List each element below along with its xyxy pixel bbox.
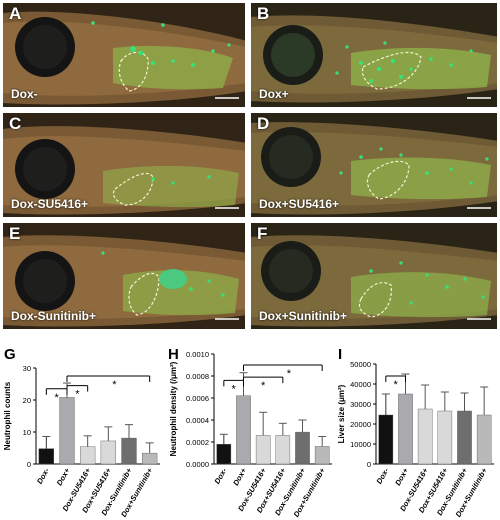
zebrafish-larva-image [3,3,245,107]
y-tick-label: 0.0002 [186,438,209,447]
zebrafish-larva-image [251,113,497,217]
x-tick-label: Dox+ [231,466,248,487]
bar [216,443,232,465]
y-axis-label: Liver size (μm²) [337,384,346,443]
chart-panel-label-i: I [338,346,343,363]
y-tick-label: 0.0008 [186,372,209,381]
bar [80,446,96,465]
significance-star: * [261,380,266,392]
significance-star: * [75,389,80,401]
bar [121,437,137,465]
liver-size-chart: Liver size (μm²) 0 10000 20000 30000 40000 500… [337,360,494,519]
x-tick-label: Dox+ [55,466,72,487]
bar [59,397,75,465]
micrograph-panel-c: C Dox-SU5416+ [2,112,246,218]
bar [236,395,251,465]
y-tick-label: 30000 [350,400,371,409]
significance-star: * [55,392,60,404]
zebrafish-larva-image [3,223,245,329]
zebrafish-larva-image [251,223,497,329]
y-tick-label: 0 [367,460,371,469]
bar [38,448,54,465]
zebrafish-larva-image [251,3,497,107]
condition-label: Dox+ [259,87,289,101]
chart-panel-label-h: H [168,346,179,363]
y-tick-label: 20 [23,396,31,405]
x-tick-label: Dox+ [393,466,410,487]
y-tick-label: 50000 [350,360,371,369]
panel-label: C [9,114,22,133]
micrograph-panel-a: A Dox- [2,2,246,108]
condition-label: Dox- [11,87,38,101]
y-tick-label: 10 [23,428,31,437]
x-tick-label: Dox- [35,466,51,485]
x-tick-label: Dox- [374,466,390,485]
panel-label: F [257,224,268,243]
condition-label: Dox+Sunitinib+ [259,309,348,323]
significance-star: * [112,379,117,391]
significance-star: * [394,379,399,391]
micrograph-panel-b: B Dox+ [250,2,498,108]
y-tick-label: 10000 [350,440,371,449]
y-axis-label: Neutrophil density (/μm²) [169,361,178,456]
bar [378,414,394,465]
neutrophil-density-chart: Neutrophil density (/μm²) 0.0000 0.0002 0.0… [169,350,332,519]
bar [314,446,330,465]
bar [255,435,271,465]
micrograph-panel-d: D Dox+SU5416+ [250,112,498,218]
y-tick-label: 0.0004 [186,416,209,425]
bar [142,452,158,465]
bar [476,414,492,465]
y-tick-label: 0.0010 [186,350,209,359]
significance-star: * [232,383,237,395]
bar [275,435,291,465]
y-tick-label: 40000 [350,380,371,389]
condition-label: Dox-SU5416+ [11,197,89,211]
x-tick-label: Dox- [212,466,228,485]
bar [417,408,433,465]
bar [398,393,413,465]
panel-label: D [257,114,270,133]
panel-label: B [257,4,270,23]
bar [437,410,453,465]
y-tick-label: 0 [27,460,31,469]
bar [457,410,472,465]
micrograph-panel-f: F Dox+Sunitinib+ [250,222,498,330]
condition-label: Dox+SU5416+ [259,197,340,211]
micrograph-panel-e: E Dox-Sunitinib+ [2,222,246,330]
y-tick-label: 30 [23,364,31,373]
significance-star: * [287,368,292,380]
y-tick-label: 0.0000 [186,460,209,469]
chart-panel-label-g: G [4,346,16,363]
zebrafish-larva-image [3,113,245,217]
y-tick-label: 20000 [350,420,371,429]
y-tick-label: 0.0006 [186,394,209,403]
y-axis-label: Neutrophil counts [3,381,12,450]
panel-label: E [9,224,21,243]
condition-label: Dox-Sunitinib+ [11,309,96,323]
bar [295,431,310,465]
bar [100,440,116,465]
panel-label: A [9,4,22,23]
